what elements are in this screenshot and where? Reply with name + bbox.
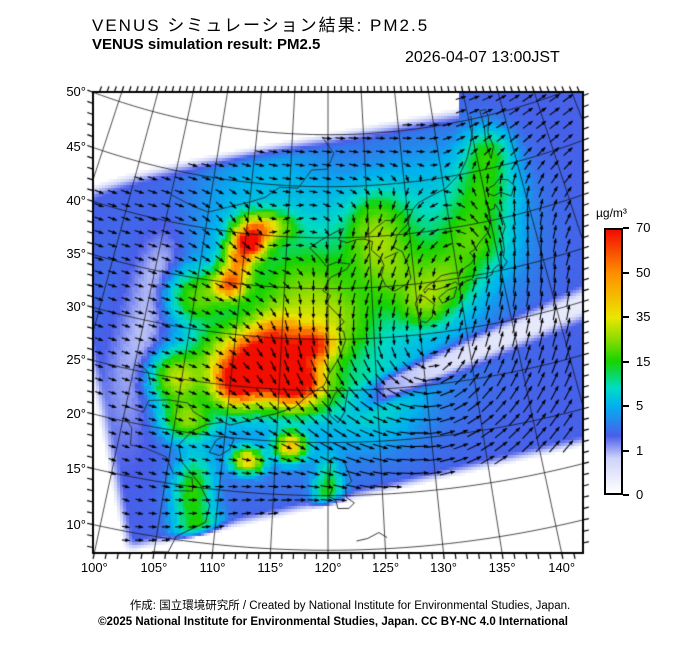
copyright-line: ©2025 National Institute for Environment… bbox=[98, 616, 568, 628]
lat-tick-label-10: 10° bbox=[66, 516, 86, 532]
colorbar-tick bbox=[623, 494, 629, 496]
colorbar-tick bbox=[623, 316, 629, 318]
colorbar-tick bbox=[623, 227, 629, 229]
lat-tick-label-20: 20° bbox=[66, 405, 86, 421]
colorbar-unit-label: µg/m³ bbox=[596, 206, 627, 220]
colorbar-label-70: 70 bbox=[636, 220, 651, 235]
lat-tick-label-45: 45° bbox=[66, 139, 86, 155]
colorbar-label-50: 50 bbox=[636, 264, 651, 280]
lon-tick-label-105: 105° bbox=[140, 560, 168, 575]
colorbar-tick bbox=[623, 449, 629, 452]
lon-tick-label-125: 125° bbox=[372, 560, 400, 575]
lon-tick-label-135: 135° bbox=[488, 560, 516, 575]
page-title-japanese: VENUS シミュレーション結果: PM2.5 bbox=[92, 16, 430, 35]
colorbar-label-5: 5 bbox=[636, 398, 644, 413]
page-title-english: VENUS simulation result: PM2.5 bbox=[92, 36, 321, 53]
colorbar-label-15: 15 bbox=[636, 353, 651, 369]
lat-tick-label-15: 15° bbox=[66, 460, 86, 476]
lat-tick-label-35: 35° bbox=[66, 246, 86, 262]
attribution-line: 作成: 国立環境研究所 / Created by National Instit… bbox=[129, 600, 571, 612]
lat-tick-label-50: 50° bbox=[66, 84, 86, 100]
colorbar-tick bbox=[623, 405, 629, 407]
lat-tick-label-40: 40° bbox=[66, 193, 86, 209]
colorbar-tick bbox=[623, 271, 629, 274]
lon-tick-label-140: 140° bbox=[548, 560, 576, 575]
valid-timestamp: 2026-04-07 13:00JST bbox=[405, 49, 560, 66]
colorbar-label-35: 35 bbox=[636, 309, 651, 324]
lon-tick-label-115: 115° bbox=[257, 560, 284, 575]
colorbar-label-0: 0 bbox=[636, 487, 644, 502]
lon-tick-label-110: 110° bbox=[199, 560, 226, 575]
colorbar-gradient bbox=[606, 230, 621, 493]
lon-tick-label-120: 120° bbox=[314, 560, 342, 575]
lat-tick-label-30: 30° bbox=[66, 299, 86, 315]
colorbar bbox=[604, 228, 623, 495]
lon-tick-label-100: 100° bbox=[80, 560, 108, 575]
colorbar-tick bbox=[623, 360, 629, 363]
colorbar-label-1: 1 bbox=[636, 442, 644, 458]
lon-tick-label-130: 130° bbox=[430, 560, 457, 575]
lat-tick-label-25: 25° bbox=[66, 352, 86, 368]
